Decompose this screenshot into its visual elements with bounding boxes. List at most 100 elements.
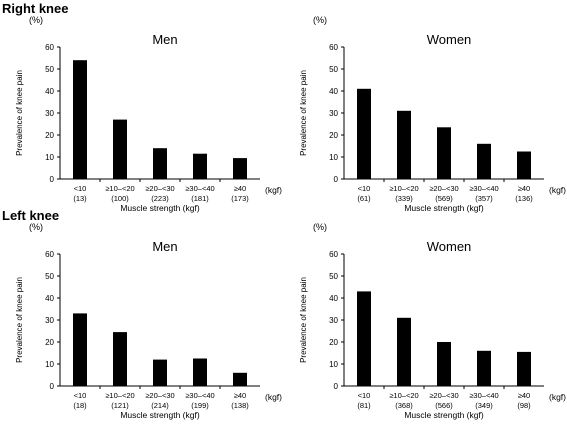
y-tick-label: 10 bbox=[329, 360, 338, 369]
section-title-left-knee: Left knee bbox=[2, 208, 60, 223]
chart-title: Men bbox=[152, 239, 177, 254]
y-unit-label: (%) bbox=[29, 15, 43, 25]
x-unit-label: (kgf) bbox=[265, 185, 282, 195]
bar bbox=[397, 317, 411, 386]
y-axis-label: Prevalence of knee pain bbox=[15, 70, 24, 156]
chart-panel-right-women: Women (%) Prevalence of knee pain 0 10 20 30 40… bbox=[284, 12, 567, 217]
count-label: (13) bbox=[73, 194, 87, 203]
count-label: (138) bbox=[231, 401, 249, 410]
bar bbox=[73, 60, 87, 180]
y-tick-label: 20 bbox=[45, 338, 54, 347]
bar-chart: Women (%) Prevalence of knee pain 0 10 20 30 40… bbox=[299, 222, 566, 420]
x-axis-label: Muscle strength (kgf) bbox=[404, 203, 484, 213]
x-tick-label: <10 bbox=[74, 391, 87, 400]
bar bbox=[193, 153, 207, 179]
x-tick-label: ≥40 bbox=[518, 184, 530, 193]
x-axis-label: Muscle strength (kgf) bbox=[404, 410, 484, 420]
y-axis-label: Prevalence of knee pain bbox=[15, 277, 24, 363]
bar bbox=[193, 358, 207, 386]
bar-chart: Women (%) Prevalence of knee pain 0 10 20 30 40… bbox=[299, 15, 566, 213]
y-tick-label: 60 bbox=[329, 250, 338, 259]
bar bbox=[437, 342, 451, 386]
x-tick-label: ≥10–<20 bbox=[389, 184, 418, 193]
x-axis-label: Muscle strength (kgf) bbox=[120, 203, 200, 213]
x-tick-label: ≥30–<40 bbox=[185, 391, 214, 400]
x-tick-label: ≥20–<30 bbox=[145, 184, 174, 193]
x-tick-label: <10 bbox=[358, 391, 371, 400]
section-title-right-knee: Right knee bbox=[2, 1, 69, 16]
bar bbox=[477, 143, 491, 179]
count-label: (18) bbox=[73, 401, 87, 410]
y-unit-label: (%) bbox=[313, 15, 327, 25]
y-tick-label: 40 bbox=[45, 294, 54, 303]
bar bbox=[517, 351, 531, 386]
bar bbox=[437, 127, 451, 179]
x-tick-label: ≥10–<20 bbox=[105, 184, 134, 193]
y-tick-label: 50 bbox=[45, 272, 54, 281]
bar bbox=[357, 291, 371, 386]
count-label: (98) bbox=[517, 401, 531, 410]
y-tick-label: 50 bbox=[329, 272, 338, 281]
y-tick-label: 30 bbox=[329, 109, 338, 118]
y-tick-label: 10 bbox=[45, 360, 54, 369]
count-label: (61) bbox=[357, 194, 371, 203]
y-tick-label: 10 bbox=[329, 153, 338, 162]
bar-chart: Men (%) Prevalence of knee pain 0 10 20 30 40 50… bbox=[15, 15, 282, 213]
count-label: (100) bbox=[111, 194, 129, 203]
count-label: (368) bbox=[395, 401, 413, 410]
y-axis-label: Prevalence of knee pain bbox=[299, 277, 308, 363]
bar bbox=[113, 332, 127, 386]
y-tick-label: 30 bbox=[329, 316, 338, 325]
count-label: (357) bbox=[475, 194, 493, 203]
count-label: (339) bbox=[395, 194, 413, 203]
count-label: (349) bbox=[475, 401, 493, 410]
bar bbox=[73, 313, 87, 386]
y-unit-label: (%) bbox=[313, 222, 327, 232]
bar-chart: Men (%) Prevalence of knee pain 0 10 20 30 40 50… bbox=[15, 222, 282, 420]
count-label: (199) bbox=[191, 401, 209, 410]
bar bbox=[397, 110, 411, 179]
y-tick-label: 60 bbox=[329, 43, 338, 52]
y-tick-label: 10 bbox=[45, 153, 54, 162]
x-tick-label: ≥10–<20 bbox=[105, 391, 134, 400]
y-tick-label: 40 bbox=[329, 87, 338, 96]
x-tick-label: <10 bbox=[74, 184, 87, 193]
y-tick-label: 50 bbox=[45, 65, 54, 74]
chart-title: Women bbox=[427, 239, 472, 254]
x-tick-label: ≥30–<40 bbox=[185, 184, 214, 193]
bar bbox=[517, 151, 531, 179]
x-tick-label: ≥20–<30 bbox=[429, 391, 458, 400]
bar bbox=[233, 158, 247, 179]
y-tick-label: 20 bbox=[329, 131, 338, 140]
bar bbox=[153, 148, 167, 179]
x-tick-label: ≥20–<30 bbox=[429, 184, 458, 193]
y-axis-label: Prevalence of knee pain bbox=[299, 70, 308, 156]
x-tick-label: ≥30–<40 bbox=[469, 391, 498, 400]
chart-title: Women bbox=[427, 32, 472, 47]
count-label: (121) bbox=[111, 401, 129, 410]
x-tick-label: ≥40 bbox=[234, 391, 246, 400]
y-tick-label: 60 bbox=[45, 250, 54, 259]
y-tick-label: 0 bbox=[334, 175, 339, 184]
y-tick-label: 40 bbox=[45, 87, 54, 96]
x-tick-label: ≥10–<20 bbox=[389, 391, 418, 400]
chart-title: Men bbox=[152, 32, 177, 47]
count-label: (81) bbox=[357, 401, 371, 410]
x-unit-label: (kgf) bbox=[549, 392, 566, 402]
y-tick-label: 0 bbox=[50, 382, 55, 391]
bar bbox=[113, 119, 127, 179]
y-tick-label: 20 bbox=[329, 338, 338, 347]
bar bbox=[153, 359, 167, 386]
x-unit-label: (kgf) bbox=[265, 392, 282, 402]
y-tick-label: 60 bbox=[45, 43, 54, 52]
count-label: (569) bbox=[435, 194, 453, 203]
y-tick-label: 0 bbox=[50, 175, 55, 184]
bar bbox=[233, 372, 247, 386]
count-label: (181) bbox=[191, 194, 209, 203]
count-label: (214) bbox=[151, 401, 169, 410]
y-tick-label: 30 bbox=[45, 109, 54, 118]
x-tick-label: ≥30–<40 bbox=[469, 184, 498, 193]
y-tick-label: 40 bbox=[329, 294, 338, 303]
x-tick-label: ≥40 bbox=[518, 391, 530, 400]
count-label: (566) bbox=[435, 401, 453, 410]
